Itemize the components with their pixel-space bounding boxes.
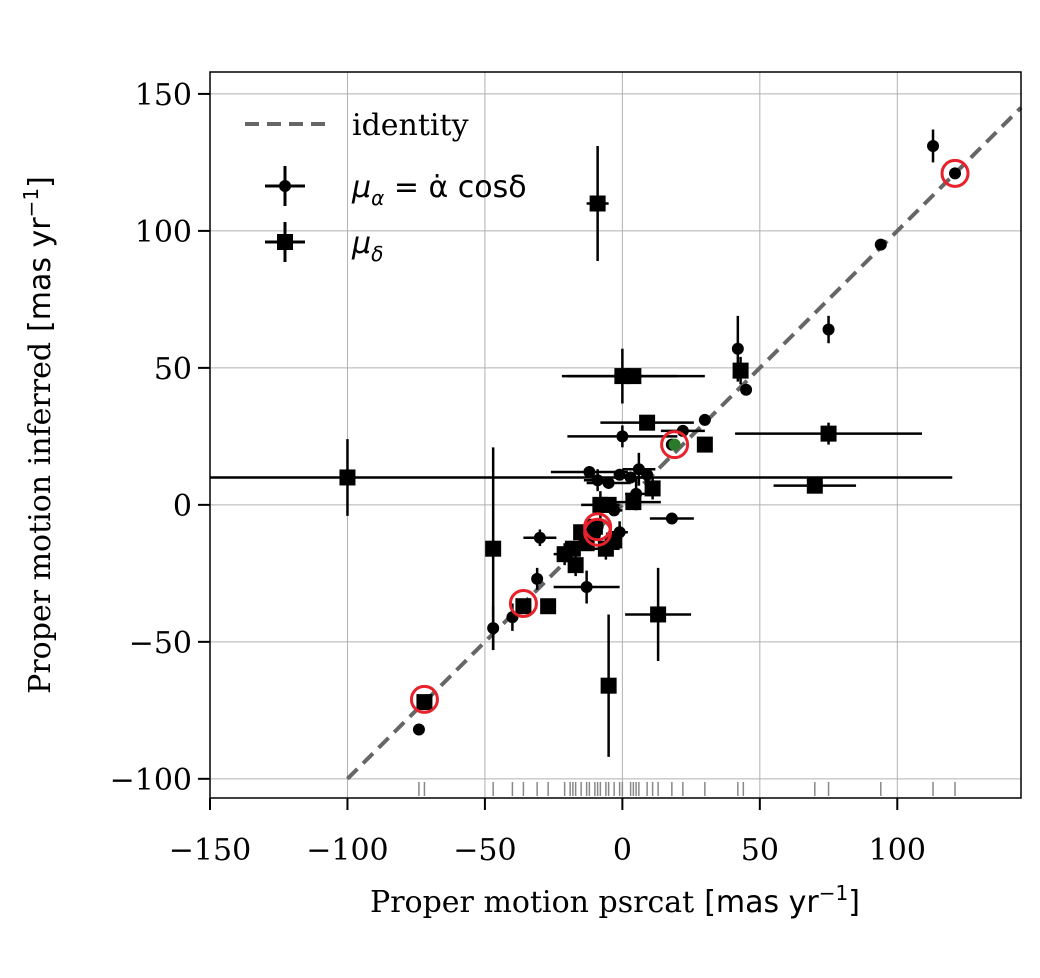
mu_alpha-point [698, 413, 711, 426]
legend-mu-delta-label: μδ [351, 226, 383, 266]
mu_delta-point [639, 414, 656, 431]
mu_delta-point [339, 469, 356, 486]
mu_alpha-point [949, 167, 962, 180]
mu_alpha-point [927, 139, 940, 152]
mu_delta-point [416, 694, 433, 711]
x-tick-label: 50 [741, 833, 779, 868]
mu_delta-point [589, 195, 606, 212]
x-tick-label: 100 [869, 833, 926, 868]
x-tick-label: −100 [306, 833, 388, 868]
highlight-rings [409, 158, 970, 714]
y-tick-label: −100 [110, 763, 192, 798]
highlight-ring [940, 158, 970, 188]
y-axis-title: Proper motion inferred[mas yr−1] [19, 176, 58, 694]
highlight-ring [660, 430, 690, 460]
mu_alpha-point [613, 468, 626, 481]
mu_delta-point [650, 606, 667, 623]
y-tick-label: 0 [173, 489, 192, 524]
mu_alpha-point [740, 383, 753, 396]
y-tick-label: −50 [129, 626, 192, 661]
mu_alpha-point [583, 465, 596, 478]
y-tick-label: 50 [154, 352, 192, 387]
x-tick-label: −50 [453, 833, 516, 868]
x-tick-label: 0 [613, 833, 632, 868]
mu_alpha-point [731, 342, 744, 355]
identity-line-layer [346, 106, 1023, 781]
mu_delta-point [644, 480, 661, 497]
mu_alpha-point [412, 723, 425, 736]
legend: identity μα = α̇ cosδ μδ [245, 108, 527, 266]
mu_alpha-point [641, 468, 654, 481]
mu_alpha-point [616, 430, 629, 443]
highlight-ring [583, 517, 613, 547]
mu_alpha-point [874, 238, 887, 251]
plot-frame [209, 71, 1022, 799]
data-marks [210, 129, 962, 757]
mu_delta-point [540, 598, 557, 615]
axis-ticks: −150 −100 −50 0 50 100 −100 −50 0 50 100 150 [110, 78, 926, 868]
legend-mu-alpha-label: μα = α̇ cosδ [351, 170, 527, 210]
legend-mu-delta-swatch [265, 222, 305, 262]
mu_delta-point [592, 496, 609, 513]
mu_alpha-point [665, 512, 678, 525]
highlight-ring [409, 684, 439, 714]
mu_delta-point [485, 540, 502, 557]
mu_delta-point [600, 677, 617, 694]
mu_delta-point [625, 494, 642, 511]
y-tick-label: 150 [135, 78, 192, 113]
mu_alpha-point [580, 581, 593, 594]
mu_alpha-point [822, 323, 835, 336]
mu_alpha-point [533, 531, 546, 544]
mu_delta-point [515, 598, 532, 615]
identity-line [346, 106, 1023, 781]
mu_delta-point [732, 362, 749, 379]
mu_alpha-point [602, 476, 615, 489]
y-tick-label: 100 [135, 215, 192, 250]
legend-identity-label: identity [352, 108, 469, 143]
highlight-point [668, 438, 681, 451]
legend-mu-alpha-swatch [265, 166, 305, 206]
highlight-ring [508, 588, 538, 618]
mu_delta-point [625, 368, 642, 385]
rug-ticks [418, 782, 956, 796]
x-axis-title: Proper motion psrcat [mas yr−1] [370, 881, 860, 920]
mu_delta-point [567, 557, 584, 574]
x-tick-label: −150 [169, 833, 251, 868]
mu_alpha-point [531, 572, 544, 585]
mu_delta-point [806, 477, 823, 494]
mu_delta-point [820, 425, 837, 442]
mu_delta-point [696, 436, 713, 453]
